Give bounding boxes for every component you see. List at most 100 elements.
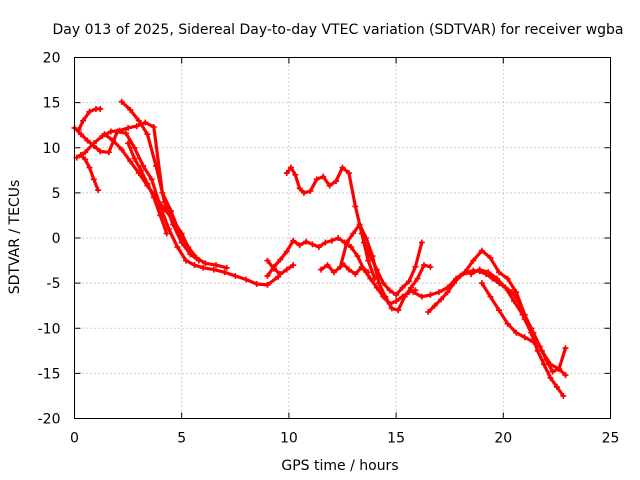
data-point (322, 239, 329, 246)
data-point (307, 188, 314, 195)
data-point (405, 278, 412, 285)
data-point (110, 137, 117, 144)
data-point (300, 189, 307, 196)
data-point (296, 185, 303, 192)
data-point (210, 266, 217, 273)
data-point (427, 291, 434, 298)
data-point (97, 148, 104, 155)
data-point (420, 262, 427, 269)
data-point (487, 254, 494, 261)
data-point (511, 298, 518, 305)
data-point (418, 293, 425, 300)
chart-title: Day 013 of 2025, Sidereal Day-to-day VTE… (52, 22, 623, 38)
data-point (309, 241, 316, 248)
data-point (320, 173, 327, 180)
data-point (373, 266, 380, 273)
data-point (435, 289, 442, 296)
data-point (187, 248, 194, 255)
data-point (178, 230, 185, 237)
data-point (373, 284, 380, 291)
data-point (339, 164, 346, 171)
data-point (277, 271, 284, 278)
series-line (120, 100, 201, 263)
data-point (487, 293, 494, 300)
data-point (213, 262, 220, 269)
data-point (86, 164, 93, 171)
data-point (444, 284, 451, 291)
data-point (382, 293, 389, 300)
data-point (345, 170, 352, 177)
series-track-9 (264, 257, 297, 278)
series-line (426, 268, 565, 398)
data-point (485, 269, 492, 276)
data-point (178, 239, 185, 246)
data-point (350, 230, 357, 237)
data-point (80, 117, 87, 124)
data-point (453, 275, 460, 282)
data-point (148, 176, 155, 183)
data-point (470, 257, 477, 264)
data-point (163, 230, 170, 237)
data-point (519, 311, 526, 318)
data-point (335, 235, 342, 241)
data-point (330, 269, 337, 276)
data-point (82, 149, 89, 156)
data-point (365, 269, 372, 276)
data-point (253, 281, 260, 288)
data-point (223, 264, 230, 271)
data-point (131, 144, 138, 151)
data-point (328, 237, 335, 244)
data-point (425, 309, 432, 316)
data-point (427, 263, 434, 270)
data-point (288, 164, 295, 171)
data-point (367, 253, 374, 260)
x-tick-label: 15 (387, 431, 405, 447)
data-point (127, 158, 134, 165)
data-point (401, 293, 408, 300)
data-point (202, 260, 209, 267)
data-point (174, 244, 181, 251)
y-tick-label: 20 (43, 51, 61, 67)
data-point (395, 307, 402, 314)
data-point (326, 182, 333, 189)
data-point (386, 287, 393, 294)
series-track-3 (75, 105, 104, 133)
x-axis-label: GPS time / hours (281, 458, 398, 474)
data-point (339, 260, 346, 267)
series-track-10 (283, 164, 378, 282)
data-point (292, 171, 299, 178)
data-point (144, 131, 151, 138)
data-point (352, 203, 359, 210)
data-point (438, 296, 445, 303)
data-point (461, 269, 468, 276)
data-point (543, 356, 550, 363)
y-tick-label: 5 (52, 186, 61, 202)
data-point (476, 266, 483, 273)
data-point (549, 368, 556, 375)
data-point (157, 212, 164, 219)
data-point (101, 131, 108, 138)
data-point (352, 271, 359, 278)
data-point (296, 242, 303, 249)
data-point (270, 265, 277, 272)
series-track-17 (478, 280, 537, 345)
x-tick-label: 20 (494, 431, 512, 447)
data-point (315, 244, 322, 251)
data-point (191, 262, 198, 269)
data-point (414, 275, 421, 282)
data-point (232, 272, 239, 279)
data-point (118, 146, 125, 153)
data-point (553, 383, 560, 390)
data-point (182, 257, 189, 264)
y-tick-label: -10 (38, 321, 61, 337)
data-point (135, 117, 142, 124)
grid-lines (74, 57, 611, 419)
data-point (496, 307, 503, 314)
data-point (504, 275, 511, 282)
data-point (125, 140, 132, 147)
data-point (131, 155, 138, 162)
data-point (133, 123, 140, 130)
data-point (410, 289, 417, 296)
data-point (77, 151, 84, 158)
data-point (142, 119, 149, 126)
